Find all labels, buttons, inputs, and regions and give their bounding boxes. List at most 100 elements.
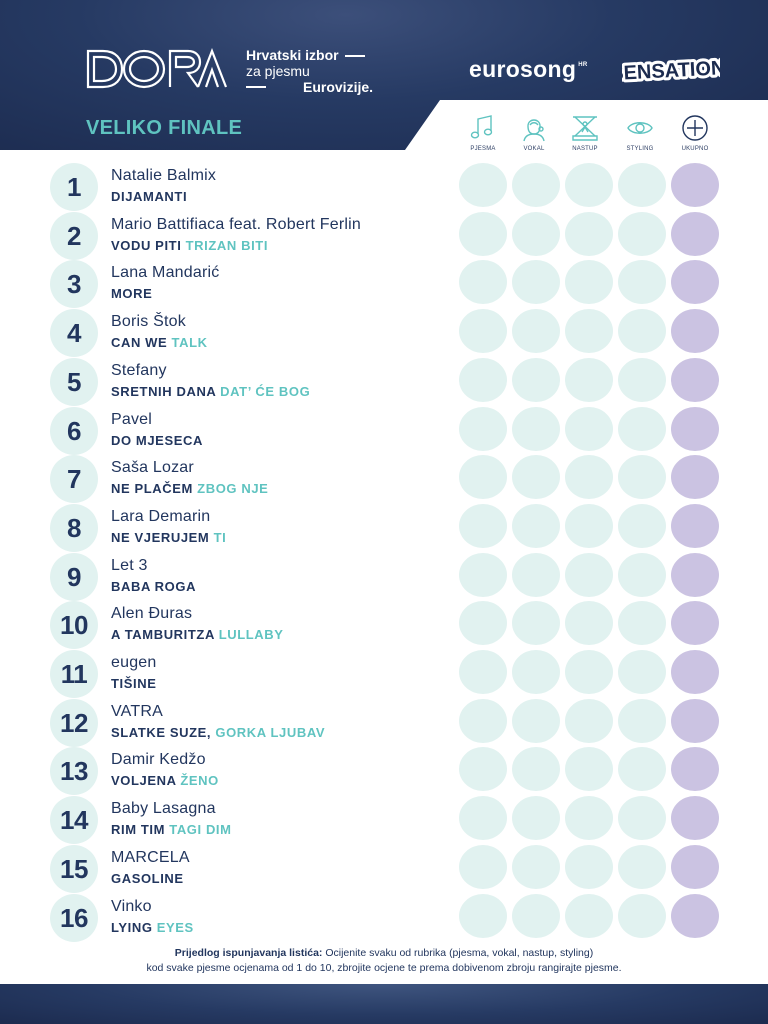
score-styling-circle[interactable] bbox=[618, 796, 666, 841]
score-nastup-circle[interactable] bbox=[565, 309, 613, 354]
score-nastup-circle[interactable] bbox=[565, 796, 613, 841]
score-vokal-circle[interactable] bbox=[512, 601, 560, 646]
score-nastup-circle[interactable] bbox=[565, 503, 613, 548]
score-styling-circle[interactable] bbox=[618, 650, 666, 694]
score-ukupno-circle[interactable] bbox=[671, 601, 719, 646]
score-vokal-circle[interactable] bbox=[512, 455, 560, 500]
tagline-line-1: Hrvatski izbor bbox=[246, 47, 339, 63]
entry-artist: Stefany bbox=[111, 361, 167, 379]
score-nastup-circle[interactable] bbox=[565, 211, 613, 256]
score-ukupno-circle[interactable] bbox=[671, 260, 719, 305]
score-nastup-circle[interactable] bbox=[565, 357, 613, 402]
score-styling-circle[interactable] bbox=[618, 260, 666, 305]
score-ukupno-circle[interactable] bbox=[671, 650, 719, 694]
score-ukupno-circle[interactable] bbox=[671, 698, 719, 743]
score-ukupno-circle[interactable] bbox=[671, 406, 719, 451]
entry-artist: Saša Lozar bbox=[111, 459, 194, 477]
score-pjesma-circle[interactable] bbox=[459, 260, 507, 305]
score-styling-circle[interactable] bbox=[618, 309, 666, 354]
score-styling-circle[interactable] bbox=[618, 455, 666, 500]
score-styling-circle[interactable] bbox=[618, 844, 666, 889]
score-nastup-circle[interactable] bbox=[565, 844, 613, 889]
score-styling-circle[interactable] bbox=[618, 893, 666, 938]
score-ukupno-circle[interactable] bbox=[671, 503, 719, 548]
score-vokal-circle[interactable] bbox=[512, 747, 560, 792]
score-styling-circle[interactable] bbox=[618, 163, 666, 207]
score-pjesma-circle[interactable] bbox=[459, 163, 507, 207]
score-styling-circle[interactable] bbox=[618, 357, 666, 402]
score-styling-circle[interactable] bbox=[618, 552, 666, 597]
score-pjesma-circle[interactable] bbox=[459, 698, 507, 743]
score-nastup-circle[interactable] bbox=[565, 747, 613, 792]
score-nastup-circle[interactable] bbox=[565, 260, 613, 305]
score-pjesma-circle[interactable] bbox=[459, 796, 507, 841]
score-vokal-circle[interactable] bbox=[512, 698, 560, 743]
score-pjesma-circle[interactable] bbox=[459, 747, 507, 792]
score-vokal-circle[interactable] bbox=[512, 163, 560, 207]
score-vokal-circle[interactable] bbox=[512, 796, 560, 841]
score-pjesma-circle[interactable] bbox=[459, 211, 507, 256]
score-ukupno-circle[interactable] bbox=[671, 844, 719, 889]
score-vokal-circle[interactable] bbox=[512, 260, 560, 305]
score-pjesma-circle[interactable] bbox=[459, 601, 507, 646]
entry-row: 11 eugen TIŠINE bbox=[0, 650, 768, 698]
entry-artist: MARCELA bbox=[111, 848, 190, 866]
score-nastup-circle[interactable] bbox=[565, 406, 613, 451]
entry-song: RIM TIM TAGI DIM bbox=[111, 822, 232, 837]
score-nastup-circle[interactable] bbox=[565, 455, 613, 500]
score-vokal-circle[interactable] bbox=[512, 357, 560, 402]
score-vokal-circle[interactable] bbox=[512, 893, 560, 938]
score-vokal-circle[interactable] bbox=[512, 844, 560, 889]
score-ukupno-circle[interactable] bbox=[671, 455, 719, 500]
score-pjesma-circle[interactable] bbox=[459, 893, 507, 938]
score-vokal-circle[interactable] bbox=[512, 552, 560, 597]
score-ukupno-circle[interactable] bbox=[671, 309, 719, 354]
score-nastup-circle[interactable] bbox=[565, 893, 613, 938]
score-nastup-circle[interactable] bbox=[565, 698, 613, 743]
score-ukupno-circle[interactable] bbox=[671, 747, 719, 792]
score-ukupno-circle[interactable] bbox=[671, 893, 719, 938]
score-ukupno-circle[interactable] bbox=[671, 163, 719, 207]
score-styling-circle[interactable] bbox=[618, 211, 666, 256]
score-vokal-circle[interactable] bbox=[512, 309, 560, 354]
score-vokal-circle[interactable] bbox=[512, 406, 560, 451]
footnote-line-1: Ocijenite svaku od rubrika (pjesma, voka… bbox=[322, 947, 594, 959]
score-pjesma-circle[interactable] bbox=[459, 309, 507, 354]
score-pjesma-circle[interactable] bbox=[459, 650, 507, 694]
entry-song: DIJAMANTI bbox=[111, 189, 187, 204]
score-ukupno-circle[interactable] bbox=[671, 211, 719, 256]
score-pjesma-circle[interactable] bbox=[459, 844, 507, 889]
tagline-dash bbox=[344, 55, 365, 58]
score-styling-circle[interactable] bbox=[618, 698, 666, 743]
entry-song-part-2: TRIZAN BITI bbox=[181, 237, 269, 253]
criterion-label: NASTUP bbox=[572, 146, 598, 152]
score-pjesma-circle[interactable] bbox=[459, 552, 507, 597]
score-nastup-circle[interactable] bbox=[565, 163, 613, 207]
score-styling-circle[interactable] bbox=[618, 747, 666, 792]
stage-icon bbox=[572, 116, 598, 141]
entry-row: 4 Boris Štok CAN WE TALK bbox=[0, 309, 768, 358]
score-vokal-circle[interactable] bbox=[512, 211, 560, 256]
entry-song-part-1: LYING bbox=[111, 919, 153, 935]
score-ukupno-circle[interactable] bbox=[671, 357, 719, 402]
score-ukupno-circle[interactable] bbox=[671, 796, 719, 841]
score-pjesma-circle[interactable] bbox=[459, 357, 507, 402]
entry-number: 8 bbox=[50, 503, 98, 552]
score-styling-circle[interactable] bbox=[618, 406, 666, 451]
entry-artist: Alen Đuras bbox=[111, 605, 193, 623]
singer-icon bbox=[523, 119, 545, 142]
score-pjesma-circle[interactable] bbox=[459, 455, 507, 500]
score-ukupno-circle[interactable] bbox=[671, 552, 719, 597]
score-pjesma-circle[interactable] bbox=[459, 406, 507, 451]
score-styling-circle[interactable] bbox=[618, 601, 666, 646]
score-vokal-circle[interactable] bbox=[512, 650, 560, 694]
score-styling-circle[interactable] bbox=[618, 503, 666, 548]
score-pjesma-circle[interactable] bbox=[459, 503, 507, 548]
score-nastup-circle[interactable] bbox=[565, 552, 613, 597]
entry-song-part-2: DAT’ ĆE BOG bbox=[215, 383, 311, 399]
entry-row: 10 Alen Đuras A TAMBURITZA LULLABY bbox=[0, 601, 768, 650]
score-nastup-circle[interactable] bbox=[565, 650, 613, 694]
score-nastup-circle[interactable] bbox=[565, 601, 613, 646]
score-vokal-circle[interactable] bbox=[512, 503, 560, 548]
sensation-logo: SENSATION! SENSATION! bbox=[622, 54, 720, 86]
